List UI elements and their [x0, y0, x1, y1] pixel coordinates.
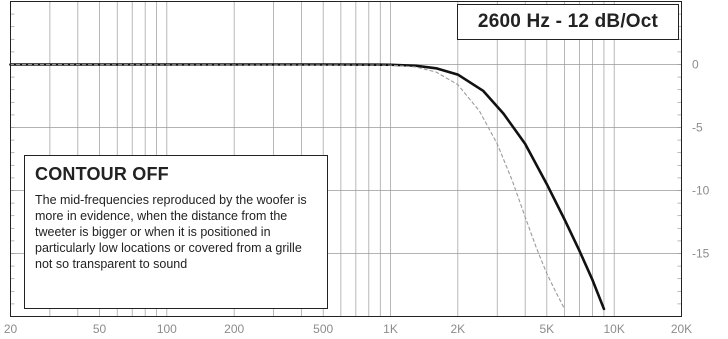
- x-tick-label: 50: [93, 322, 107, 336]
- plot-frame: [10, 1, 682, 317]
- contour-note-title: CONTOUR OFF: [35, 164, 169, 184]
- x-tick-label: 10K: [603, 322, 624, 336]
- chart-series: [9, 63, 606, 311]
- x-tick-label: 1K: [383, 322, 398, 336]
- chart-tick-labels: 20 50 100 200 500 1K 2K 5K 10K 20K 0 -5 -10 -15: [4, 58, 710, 337]
- crossover-title-box: 2600 Hz - 12 dB/Oct: [457, 4, 679, 40]
- contour-note-body: The mid-frequencies reproduced by the wo…: [35, 193, 307, 271]
- x-tick-label: 200: [224, 322, 244, 336]
- contour-note-box: CONTOUR OFF The mid-frequencies reproduc…: [24, 155, 328, 309]
- y-tick-label: -5: [692, 121, 703, 135]
- response-curve: [9, 63, 606, 311]
- x-tick-label: 20: [4, 322, 18, 336]
- x-tick-label: 5K: [539, 322, 554, 336]
- x-tick-label: 100: [157, 322, 177, 336]
- y-tick-label: -15: [692, 247, 710, 261]
- y-tick-label: 0: [692, 58, 699, 72]
- crossover-title: 2600 Hz - 12 dB/Oct: [477, 11, 659, 32]
- x-tick-label: 500: [313, 322, 333, 336]
- reference-curve: [9, 63, 566, 310]
- x-tick-label: 20K: [671, 322, 692, 336]
- y-tick-label: -10: [692, 184, 710, 198]
- x-tick-label: 2K: [450, 322, 465, 336]
